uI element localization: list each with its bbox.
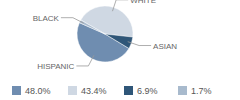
legend: 48.0% 43.4% 6.9% 1.7% bbox=[12, 86, 212, 96]
slice bbox=[81, 6, 133, 37]
legend-label: 6.9% bbox=[137, 86, 158, 96]
slice-label: ASIAN bbox=[153, 42, 177, 51]
legend-label: 1.7% bbox=[191, 86, 212, 96]
legend-swatch bbox=[178, 86, 187, 95]
legend-swatch bbox=[124, 86, 133, 95]
pie bbox=[77, 6, 133, 62]
leader-line bbox=[112, 0, 128, 11]
slice-label: BLACK bbox=[33, 14, 60, 23]
legend-label: 48.0% bbox=[25, 86, 51, 96]
slice bbox=[79, 20, 105, 34]
legend-swatch bbox=[68, 86, 77, 95]
slice-label: WHITE bbox=[130, 0, 156, 5]
chart: HISPANIC WHITE ASIAN BLACK 48.0% 43.4% 6.9% 1.7… bbox=[0, 0, 240, 100]
leader-line bbox=[128, 42, 151, 46]
legend-label: 43.4% bbox=[81, 86, 107, 96]
slice bbox=[105, 34, 133, 48]
leader-line bbox=[76, 55, 94, 66]
slice-labels: HISPANIC WHITE ASIAN BLACK bbox=[33, 0, 178, 71]
leader-line bbox=[61, 18, 84, 23]
slice-label: HISPANIC bbox=[37, 62, 74, 71]
legend-swatch bbox=[12, 86, 21, 95]
